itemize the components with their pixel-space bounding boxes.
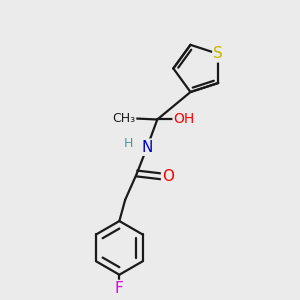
Text: N: N — [141, 140, 153, 155]
Text: O: O — [162, 169, 174, 184]
Text: S: S — [213, 46, 223, 62]
Text: CH₃: CH₃ — [112, 112, 135, 124]
Text: F: F — [115, 281, 124, 296]
Text: OH: OH — [173, 112, 195, 127]
Text: H: H — [123, 137, 133, 150]
